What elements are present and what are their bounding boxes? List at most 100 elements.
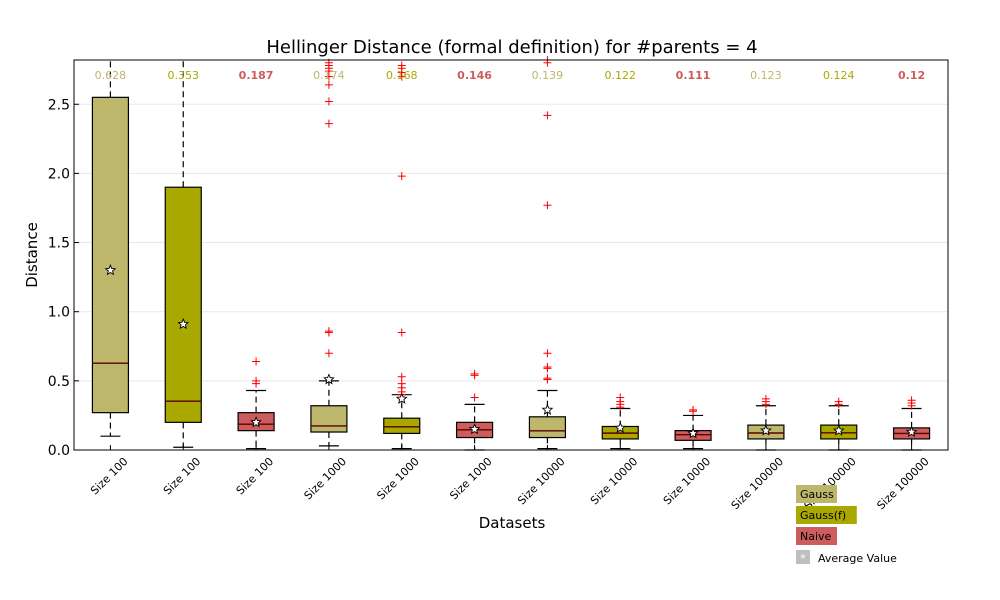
outlier-marker	[470, 393, 479, 402]
box-body	[528, 416, 567, 439]
legend-label: Gauss(f)	[800, 509, 846, 522]
y-tick-label: 0.5	[48, 374, 70, 390]
legend-star-glyph: *	[800, 552, 806, 565]
y-tick-label: 1.0	[48, 305, 70, 321]
median-value-label: 0.146	[457, 69, 492, 82]
mean-marker	[614, 421, 627, 433]
median-value-label: 0.124	[823, 69, 855, 82]
outlier-marker	[543, 363, 552, 372]
outlier-marker	[324, 97, 333, 106]
y-axis-ticks: 0.0 0.5 1.0 1.5 2.0 2.5	[48, 97, 79, 459]
median-value-label: 0.187	[239, 69, 274, 82]
outlier-marker	[324, 119, 333, 128]
y-tick-label: 2.5	[48, 97, 70, 113]
outlier-marker	[907, 396, 916, 405]
box-group	[674, 405, 712, 450]
y-axis-label: Distance	[23, 222, 41, 288]
box-body	[383, 417, 421, 435]
boxes	[91, 56, 931, 451]
median-value-label: 0.168	[386, 69, 418, 82]
legend-label: Naive	[800, 530, 832, 543]
legend-swatch	[796, 527, 837, 545]
box-group	[820, 397, 858, 451]
mean-marker	[468, 423, 481, 435]
outlier-marker	[324, 349, 333, 358]
outlier-marker	[470, 369, 479, 378]
median-value-label: 0.353	[168, 69, 200, 82]
outlier-marker	[543, 349, 552, 358]
x-tick-label: Size 10000	[588, 455, 640, 507]
mean-marker	[905, 425, 918, 438]
median-value-label: 0.628	[95, 69, 127, 82]
legend-swatch	[796, 485, 837, 503]
outlier-marker	[252, 376, 261, 385]
mean-marker	[395, 392, 408, 404]
median-value-label: 0.123	[750, 69, 782, 82]
box-body	[310, 405, 348, 433]
x-tick-label: Size 10000	[515, 455, 567, 507]
outlier-marker	[834, 397, 843, 406]
outlier-marker	[397, 61, 406, 70]
legend-label: Average Value	[818, 552, 897, 565]
outlier-marker	[689, 405, 698, 414]
box-group	[91, 60, 130, 437]
mean-marker	[541, 403, 554, 415]
mean-marker	[687, 427, 699, 439]
median-value-label: 0.111	[676, 69, 711, 82]
x-tick-label: Size 100000	[874, 455, 931, 512]
mean-marker	[177, 317, 190, 330]
mean-marker	[104, 264, 117, 276]
x-tick-label: Size 1000	[447, 455, 494, 502]
outlier-marker	[324, 80, 333, 89]
mean-marker	[323, 373, 335, 385]
x-tick-label: Size 1000	[302, 455, 349, 502]
outlier-marker	[252, 357, 261, 366]
outlier-marker	[616, 393, 625, 402]
box-group	[237, 357, 275, 450]
y-tick-label: 2.0	[48, 166, 70, 182]
box-group	[310, 58, 348, 447]
outlier-marker	[543, 111, 552, 120]
box-group	[601, 393, 639, 450]
x-tick-label: Size 100	[88, 455, 130, 497]
outlier-marker	[761, 394, 770, 403]
legend-swatch	[796, 506, 857, 524]
y-tick-label: 1.5	[48, 236, 70, 252]
box-group	[528, 56, 567, 450]
box-group	[383, 61, 421, 450]
x-axis-label: Datasets	[479, 514, 546, 532]
plot-frame	[73, 59, 949, 451]
outlier-marker	[397, 372, 406, 381]
x-tick-label: Size 100000	[802, 455, 859, 512]
legend-label: Gauss	[800, 488, 834, 501]
outlier-marker	[324, 327, 333, 336]
median-value-label: 0.122	[605, 69, 637, 82]
median-value-labels: 0.628 0.353 0.187 0.174 0.168 0.146 0.139 0.122…	[95, 69, 925, 82]
outlier-marker	[397, 172, 406, 181]
legend: Gauss Gauss(f) Naive * Average Value	[796, 485, 897, 565]
box-group	[164, 60, 202, 448]
grid-lines	[74, 103, 948, 382]
median-value-label: 0.139	[532, 69, 564, 82]
median-value-label: 0.174	[313, 69, 345, 82]
box-group	[455, 369, 494, 451]
x-tick-label: Size 10000	[661, 455, 713, 507]
box-group	[892, 396, 931, 451]
y-tick-label: 0.0	[48, 443, 70, 459]
outlier-marker	[543, 201, 552, 210]
mean-marker	[760, 424, 772, 436]
x-tick-label: Size 100	[161, 455, 203, 497]
box-body	[164, 186, 202, 423]
x-tick-label: Size 100000	[729, 455, 786, 512]
mean-marker	[250, 416, 262, 428]
x-tick-label: Size 100	[234, 455, 276, 497]
box-body	[91, 96, 130, 414]
x-tick-label: Size 1000	[374, 455, 421, 502]
chart-title: Hellinger Distance (formal definition) f…	[266, 37, 757, 58]
outlier-marker	[397, 328, 406, 337]
outlier-marker	[397, 379, 406, 388]
legend-swatch-average	[796, 550, 810, 564]
box-group	[747, 394, 785, 451]
outlier-marker	[543, 374, 552, 383]
